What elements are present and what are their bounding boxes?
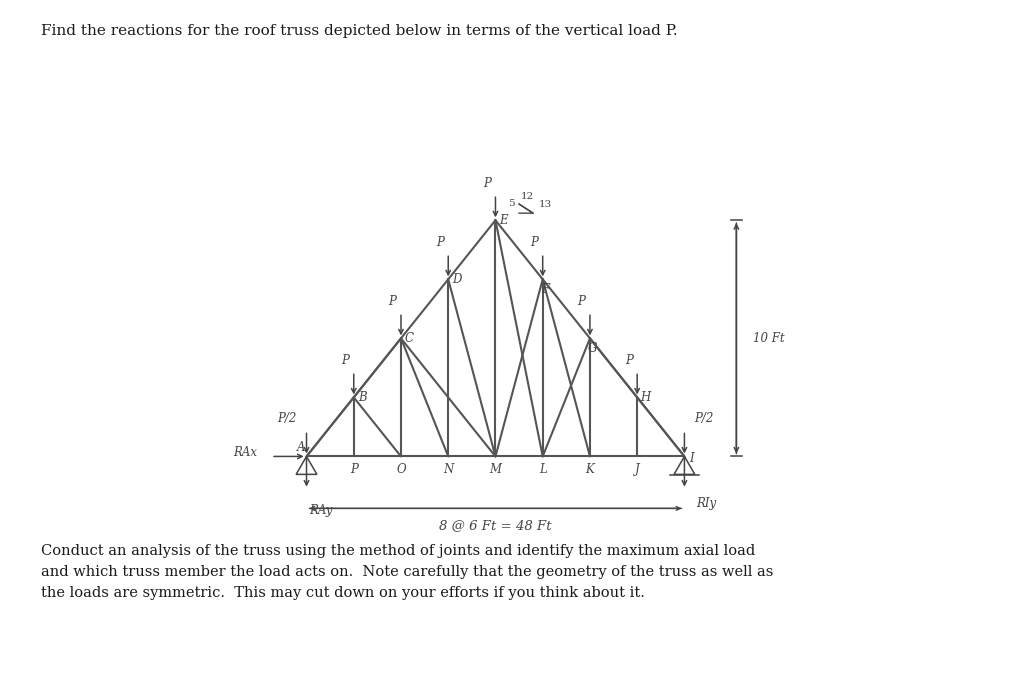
Text: P: P	[341, 354, 349, 366]
Text: B: B	[358, 391, 367, 404]
Text: RAy: RAy	[309, 504, 333, 516]
Text: P/2: P/2	[694, 412, 714, 425]
Text: L: L	[539, 463, 547, 476]
Text: P/2: P/2	[276, 412, 296, 425]
Text: P: P	[388, 295, 396, 308]
Text: K: K	[586, 463, 594, 476]
Text: P: P	[625, 354, 633, 366]
Text: N: N	[443, 463, 454, 476]
Text: P: P	[436, 235, 443, 249]
Text: 12: 12	[521, 192, 535, 201]
Text: I: I	[689, 452, 694, 465]
Text: C: C	[406, 332, 414, 345]
Text: Find the reactions for the roof truss depicted below in terms of the vertical lo: Find the reactions for the roof truss de…	[41, 24, 678, 38]
Text: H: H	[641, 391, 651, 404]
Text: D: D	[452, 273, 462, 286]
Text: Conduct an analysis of the truss using the method of joints and identify the max: Conduct an analysis of the truss using t…	[41, 544, 773, 600]
Text: G: G	[588, 342, 597, 355]
Text: RAx: RAx	[233, 446, 257, 459]
Text: P: P	[578, 295, 586, 308]
Text: P: P	[350, 463, 357, 476]
Text: J: J	[635, 463, 640, 476]
Text: 13: 13	[539, 200, 552, 209]
Text: P: P	[530, 235, 539, 249]
Text: O: O	[396, 463, 406, 476]
Text: M: M	[489, 463, 502, 476]
Text: F: F	[541, 283, 549, 296]
Text: A: A	[297, 441, 305, 454]
Text: E: E	[500, 214, 508, 226]
Text: 5: 5	[508, 199, 514, 208]
Text: RIy: RIy	[696, 497, 717, 510]
Text: P: P	[483, 176, 490, 189]
Text: 8 @ 6 Ft = 48 Ft: 8 @ 6 Ft = 48 Ft	[439, 518, 552, 532]
Text: 10 Ft: 10 Ft	[753, 332, 784, 345]
